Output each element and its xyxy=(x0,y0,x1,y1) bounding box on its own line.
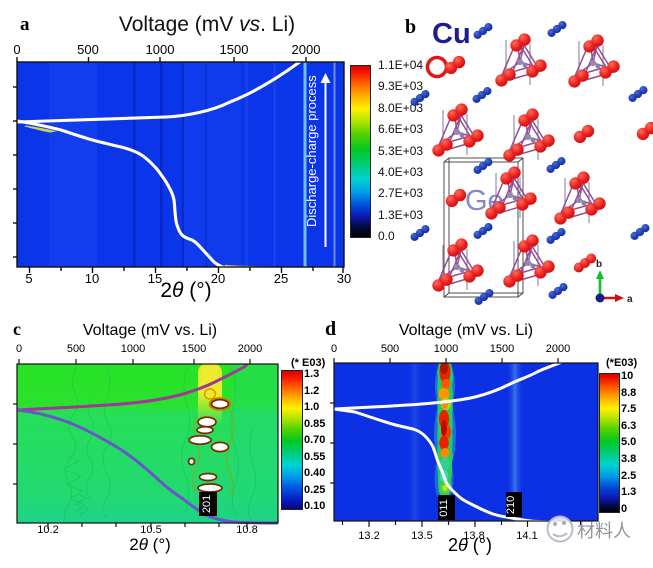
svg-text:201: 201 xyxy=(201,495,213,513)
svg-text:a: a xyxy=(627,294,633,305)
svg-text:011: 011 xyxy=(438,499,450,517)
svg-text:Cu: Cu xyxy=(432,18,471,50)
svg-text:b: b xyxy=(596,259,602,270)
svg-text:b: b xyxy=(405,16,416,38)
svg-text:材料人: 材料人 xyxy=(577,521,631,541)
svg-text:Discharge-charge process: Discharge-charge process xyxy=(304,75,319,227)
svg-text:210: 210 xyxy=(505,496,517,514)
